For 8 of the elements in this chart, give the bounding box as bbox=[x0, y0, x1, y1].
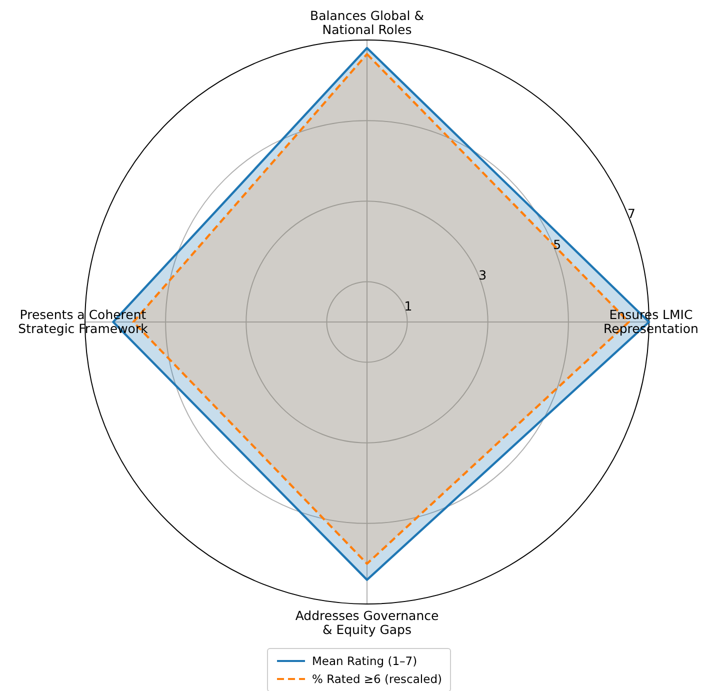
spoke-label: Balances Global & National Roles bbox=[310, 8, 424, 37]
y-tick-label: 7 bbox=[628, 206, 636, 222]
y-tick-label: 5 bbox=[553, 236, 562, 252]
spoke-label: Addresses Governance & Equity Gaps bbox=[295, 608, 439, 637]
y-tick-label: 1 bbox=[404, 298, 412, 314]
y-tick-label: 3 bbox=[478, 268, 487, 283]
legend-label: % Rated ≥6 (rescaled) bbox=[312, 672, 442, 686]
legend-label: Mean Rating (1–7) bbox=[312, 654, 418, 668]
